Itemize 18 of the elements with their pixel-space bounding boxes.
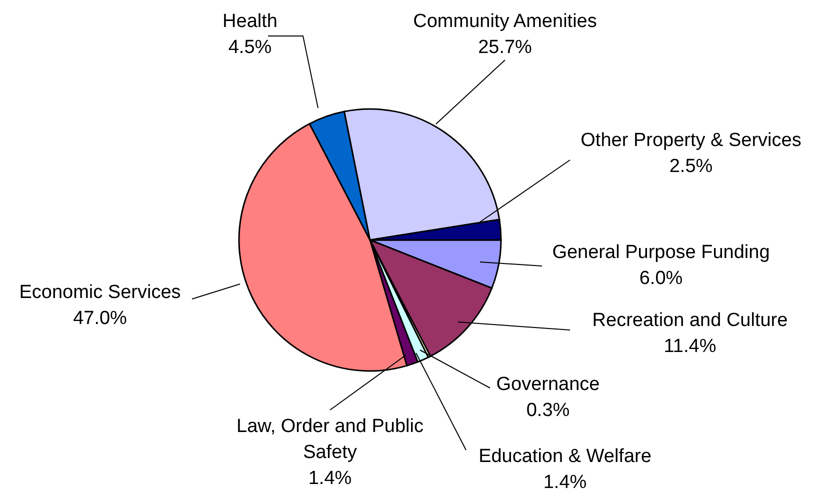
slice-label: Economic Services xyxy=(19,282,181,303)
data-label: 6.0% xyxy=(639,268,683,289)
slice-label: Education & Welfare xyxy=(478,446,652,467)
data-label: 47.0% xyxy=(73,308,128,329)
data-label: 0.3% xyxy=(526,400,570,421)
slice-label: Recreation and Culture xyxy=(592,310,788,331)
slice-label: Governance xyxy=(496,374,600,395)
slice-label: Law, Order and Public Safety xyxy=(236,416,424,463)
slice-label: Community Amenities xyxy=(413,11,597,32)
slice-label: General Purpose Funding xyxy=(552,242,770,263)
slice-label: Health xyxy=(222,11,278,32)
data-label: 2.5% xyxy=(669,156,713,177)
data-label: 4.5% xyxy=(228,37,272,58)
data-label: 11.4% xyxy=(664,336,716,357)
slice-label: Other Property & Services xyxy=(580,130,802,151)
data-label: 1.4% xyxy=(308,468,352,489)
data-label: 25.7% xyxy=(478,37,532,58)
data-label: 1.4% xyxy=(543,472,587,489)
